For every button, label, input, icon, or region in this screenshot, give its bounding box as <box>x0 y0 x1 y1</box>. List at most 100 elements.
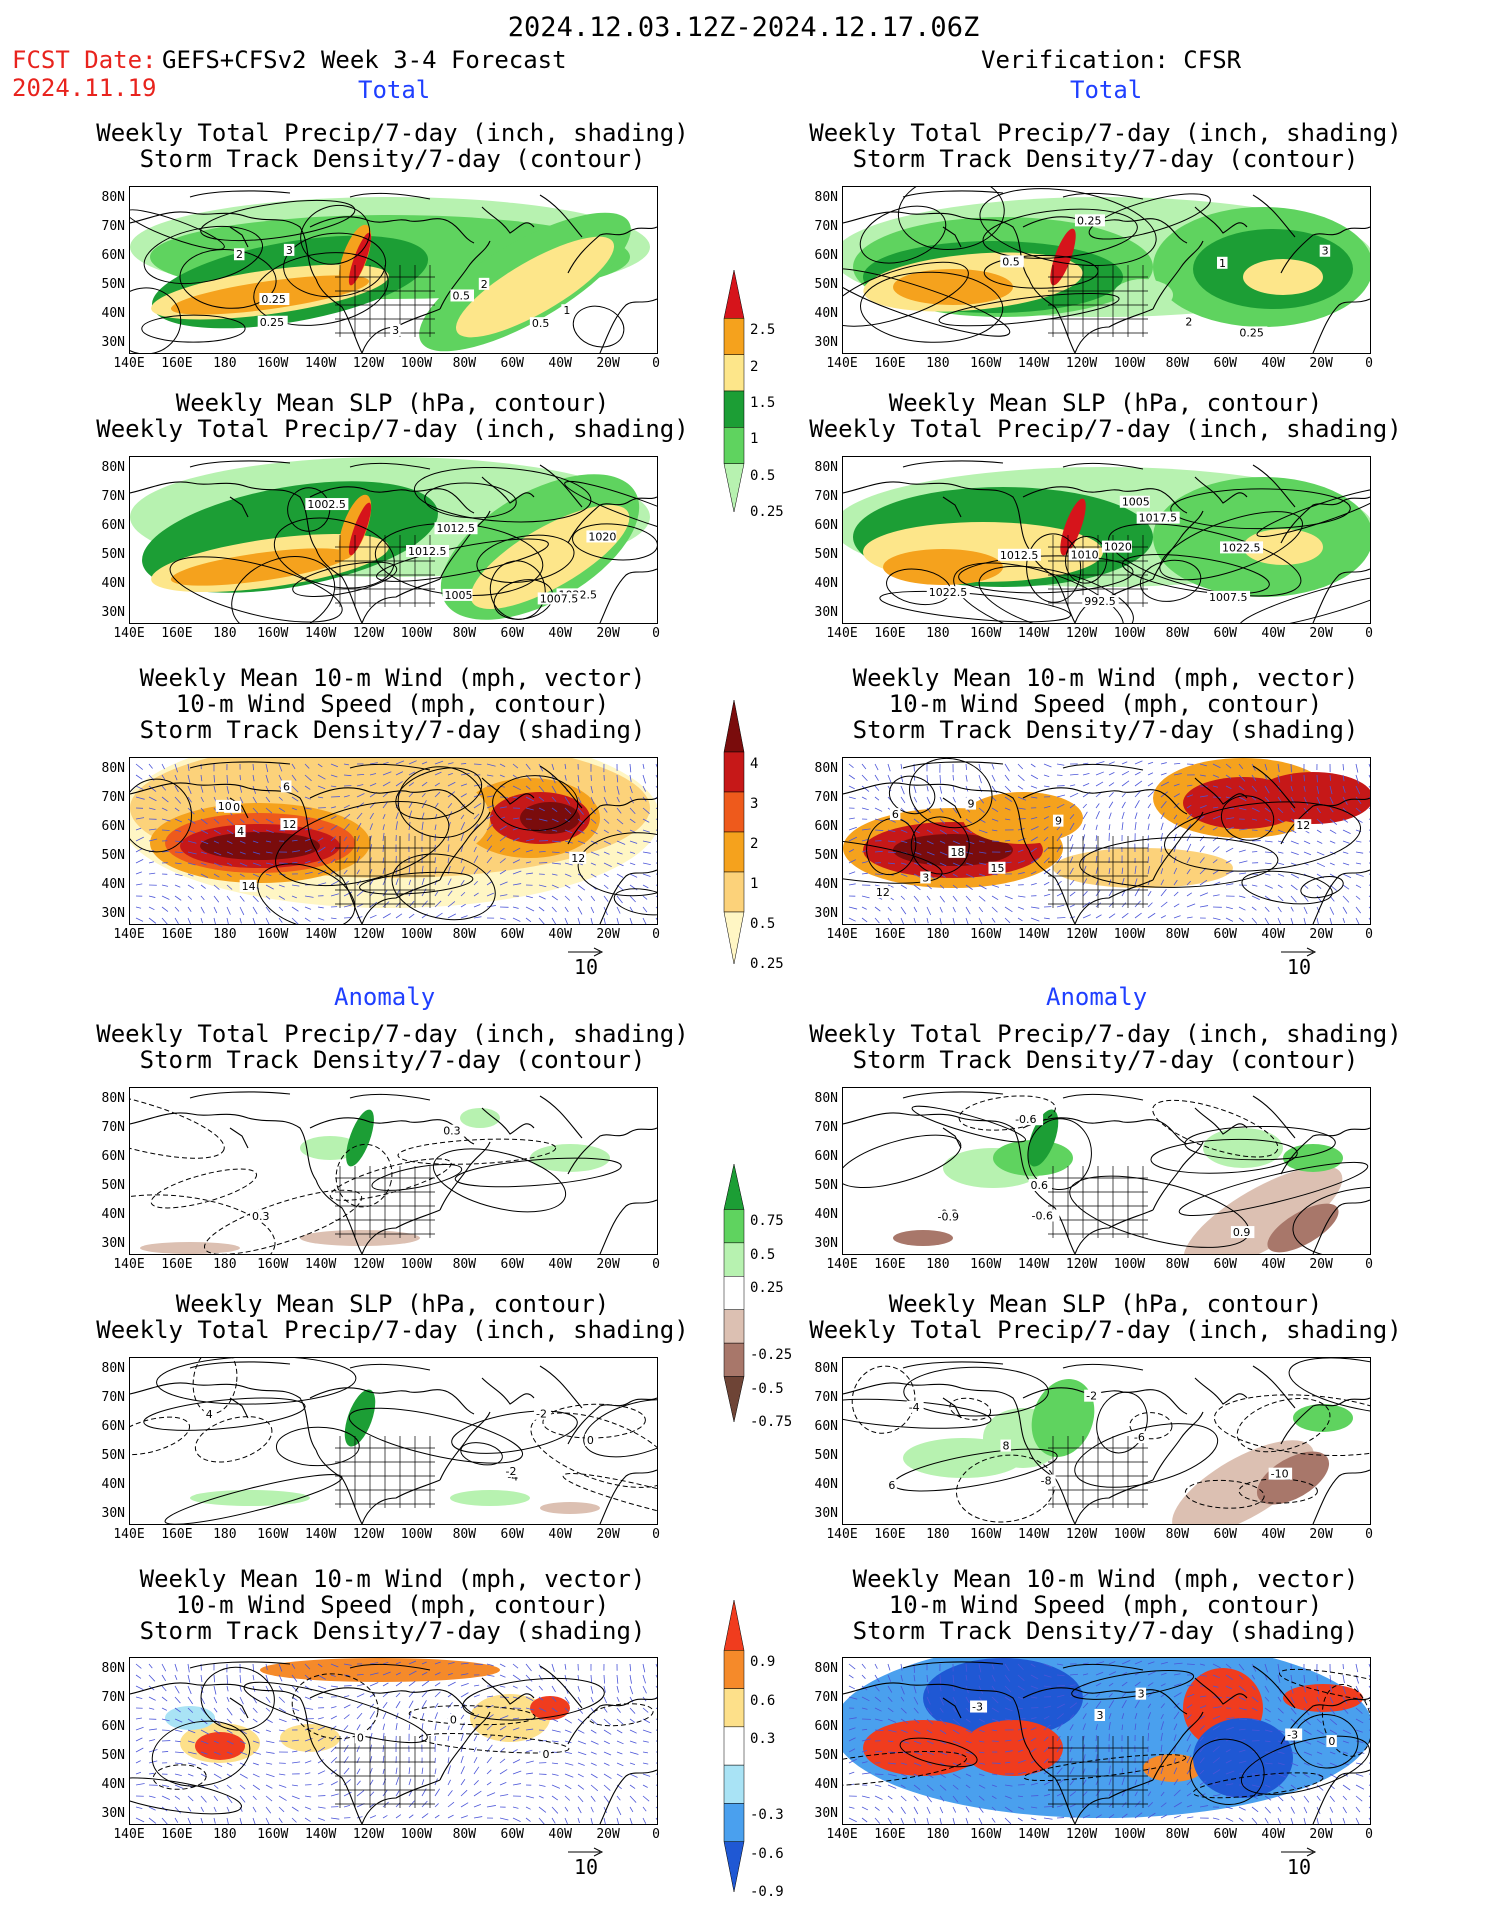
lat-label-80N: 80N <box>814 761 838 776</box>
contour-label: 12 <box>876 886 890 899</box>
lon-label-60W: 60W <box>1213 1527 1237 1542</box>
lat-label-50N: 50N <box>814 1748 838 1763</box>
wind-vectors <box>135 760 657 924</box>
lon-label-20W: 20W <box>596 626 620 641</box>
colorbar-precip-anomaly <box>723 1164 745 1422</box>
lon-label-100W: 100W <box>400 1257 433 1272</box>
lon-label-0: 0 <box>652 1527 660 1542</box>
map-panel-forecast-wind_anom: 0 0 0 <box>129 1657 658 1825</box>
lat-label-70N: 70N <box>814 1390 838 1405</box>
lon-label-160W: 160W <box>970 927 1002 942</box>
panel-title-verification-3-0: Weekly Total Precip/7-day (inch, shading… <box>809 1020 1402 1048</box>
lon-label-120W: 120W <box>352 1827 385 1842</box>
lon-label-80W: 80W <box>1165 356 1190 371</box>
contour-label: 3 <box>286 244 293 257</box>
lon-label-80W: 80W <box>452 1257 477 1272</box>
lon-label-20W: 20W <box>596 1257 620 1272</box>
contour-label: 1012.5 <box>1000 549 1039 562</box>
colorbar-swatch <box>723 1803 745 1842</box>
panel-title-forecast-3-1: Storm Track Density/7-day (contour) <box>139 1046 646 1074</box>
lat-label-40N: 40N <box>814 877 838 892</box>
lon-label-80W: 80W <box>452 1827 477 1842</box>
panel-title-verification-4-0: Weekly Mean SLP (hPa, contour) <box>888 1290 1323 1318</box>
lon-label-160W: 160W <box>970 356 1002 371</box>
lat-label-60N: 60N <box>101 248 125 263</box>
panel-title-forecast-2-2: Storm Track Density/7-day (shading) <box>139 716 646 744</box>
contour-label: 9 <box>968 798 975 811</box>
lon-label-160E: 160E <box>874 927 906 942</box>
panel-title-verification-5-2: Storm Track Density/7-day (shading) <box>852 1617 1359 1645</box>
colorbar-label: -0.25 <box>750 1347 793 1364</box>
lon-label-120W: 120W <box>1065 626 1098 641</box>
contour-label: 0 <box>587 1434 594 1447</box>
panel-title-verification-2-0: Weekly Mean 10-m Wind (mph, vector) <box>852 664 1359 692</box>
contour-label: -2 <box>536 1408 547 1421</box>
lon-label-40W: 40W <box>548 1827 572 1842</box>
colorbar-label: 0.5 <box>750 1246 776 1263</box>
lon-label-120W: 120W <box>352 356 385 371</box>
contour-label: 2 <box>481 278 488 291</box>
panel-title-forecast-1-0: Weekly Mean SLP (hPa, contour) <box>175 389 610 417</box>
contour-label: 3 <box>1322 245 1329 258</box>
lat-label-80N: 80N <box>101 460 125 475</box>
lat-label-70N: 70N <box>814 1120 838 1135</box>
colorbar-swatch <box>723 463 745 512</box>
contour-label: -0.6 <box>1015 1113 1036 1126</box>
map-panel-verification-slp_total: 1022.5 1017.5 1020 1022.5 1007.5 1010 1012.5 10… <box>842 456 1371 624</box>
contour-label: 0.25 <box>1077 214 1101 227</box>
lon-label-180: 180 <box>213 1827 237 1842</box>
lon-label-20W: 20W <box>1309 1527 1333 1542</box>
map-panel-verification-precip_total: 0.25 2 3 1 0.5 0.25 <box>842 186 1371 354</box>
colorbar-label: 0.25 <box>750 1280 784 1297</box>
vector-reference-value: 10 <box>573 955 599 979</box>
lon-label-40W: 40W <box>1261 626 1285 641</box>
lon-label-180: 180 <box>926 1827 950 1842</box>
contour-label: 1 <box>1219 257 1226 270</box>
coastlines <box>130 1661 657 1824</box>
lat-label-60N: 60N <box>814 1149 838 1164</box>
lon-label-140E: 140E <box>826 927 858 942</box>
contour-label: -0.9 <box>938 1211 959 1224</box>
lon-label-80W: 80W <box>1165 927 1190 942</box>
lon-label-60W: 60W <box>1213 626 1237 641</box>
lon-label-40W: 40W <box>1261 1257 1285 1272</box>
coastlines <box>843 761 1370 924</box>
panel-title-forecast-4-0: Weekly Mean SLP (hPa, contour) <box>175 1290 610 1318</box>
lon-label-120W: 120W <box>1065 927 1098 942</box>
contour-label: -6 <box>1134 1431 1145 1444</box>
lon-label-0: 0 <box>652 356 660 371</box>
colorbar-label: -0.3 <box>750 1807 784 1824</box>
lon-label-140W: 140W <box>304 626 337 641</box>
lon-label-120W: 120W <box>352 1527 385 1542</box>
lon-label-100W: 100W <box>400 927 433 942</box>
lat-label-50N: 50N <box>101 848 125 863</box>
panel-title-verification-1-0: Weekly Mean SLP (hPa, contour) <box>888 389 1323 417</box>
lon-label-100W: 100W <box>1113 626 1146 641</box>
lon-label-140W: 140W <box>1017 1827 1050 1842</box>
contour-label: 0.5 <box>453 289 471 302</box>
lat-label-30N: 30N <box>101 1236 125 1251</box>
lon-label-140W: 140W <box>1017 356 1050 371</box>
colorbar-swatch <box>723 390 745 428</box>
lon-label-60W: 60W <box>1213 1827 1237 1842</box>
contour-label: 18 <box>950 846 964 859</box>
colorbar-swatch <box>723 1209 745 1244</box>
lon-label-140E: 140E <box>826 356 858 371</box>
shading <box>843 197 1370 327</box>
contour-label: 12 <box>571 852 585 865</box>
contours <box>169 467 657 623</box>
lat-label-80N: 80N <box>101 761 125 776</box>
colorbar-label: 3 <box>750 796 759 812</box>
lon-label-40W: 40W <box>1261 356 1285 371</box>
lat-label-70N: 70N <box>814 489 838 504</box>
lon-label-120W: 120W <box>1065 1527 1098 1542</box>
lon-label-140E: 140E <box>826 1827 858 1842</box>
lon-label-160E: 160E <box>874 356 906 371</box>
lat-label-80N: 80N <box>101 190 125 205</box>
contour-label: 6 <box>283 780 290 793</box>
contour-label: 6 <box>892 808 899 821</box>
shading <box>843 1658 1370 1818</box>
lon-label-0: 0 <box>1365 626 1373 641</box>
lon-label-100W: 100W <box>1113 1257 1146 1272</box>
lon-label-140W: 140W <box>304 1527 337 1542</box>
